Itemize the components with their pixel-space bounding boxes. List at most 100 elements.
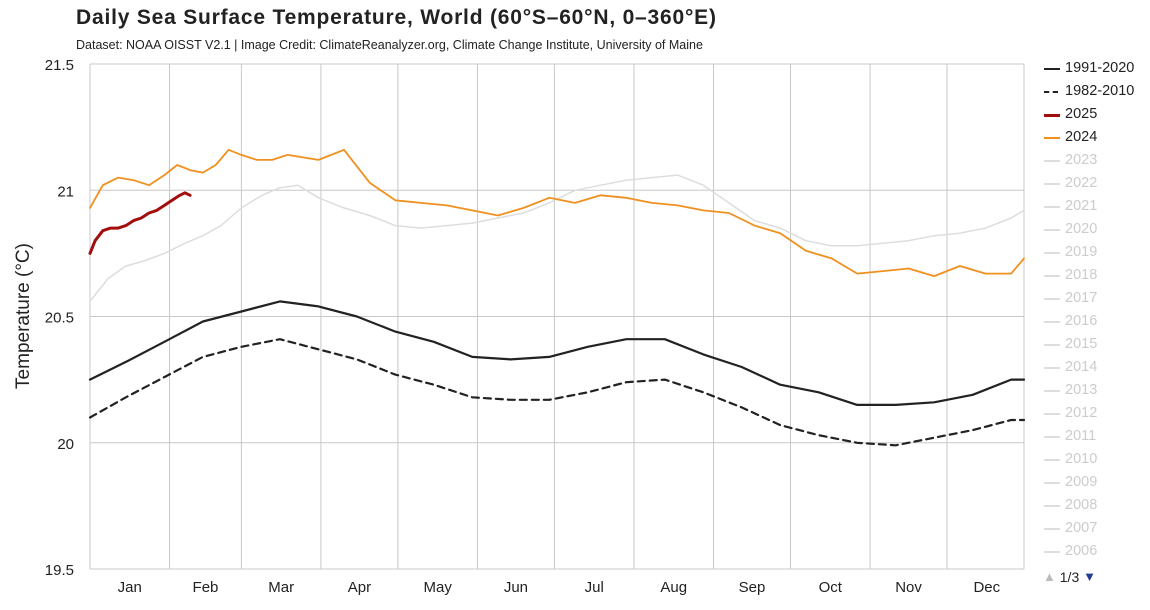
legend-swatch bbox=[1044, 344, 1060, 346]
legend-item-2019[interactable]: 2019 bbox=[1042, 241, 1150, 264]
x-tick-label: Jun bbox=[504, 579, 528, 596]
legend-label: 2016 bbox=[1065, 313, 1098, 329]
legend-item-2022[interactable]: 2022 bbox=[1042, 172, 1150, 195]
legend-label: 2008 bbox=[1065, 497, 1098, 513]
x-tick-label: Oct bbox=[819, 579, 843, 596]
y-tick-label: 21.5 bbox=[45, 57, 74, 74]
legend-label: 1991-2020 bbox=[1065, 60, 1135, 76]
legend-item-2015[interactable]: 2015 bbox=[1042, 333, 1150, 356]
legend-swatch bbox=[1044, 275, 1060, 277]
series-line-1991-2020 bbox=[88, 300, 1026, 406]
x-tick-label: Jul bbox=[585, 579, 604, 596]
legend-swatch bbox=[1044, 390, 1060, 392]
chart-subtitle: Dataset: NOAA OISST V2.1 | Image Credit:… bbox=[76, 38, 703, 52]
legend-label: 2007 bbox=[1065, 520, 1098, 536]
legend-swatch bbox=[1044, 114, 1060, 117]
legend-item-2010[interactable]: 2010 bbox=[1042, 448, 1150, 471]
legend-item-2012[interactable]: 2012 bbox=[1042, 402, 1150, 425]
legend-swatch bbox=[1044, 367, 1060, 369]
legend: 1991-2020 1982-2010 2025 2024 2023 2022 2021 20… bbox=[1042, 57, 1150, 563]
legend-label: 1982-2010 bbox=[1065, 83, 1135, 99]
legend-swatch bbox=[1044, 183, 1060, 185]
legend-label: 2021 bbox=[1065, 198, 1098, 214]
x-tick-label: May bbox=[424, 579, 453, 596]
legend-swatch bbox=[1044, 91, 1058, 93]
legend-swatch bbox=[1044, 68, 1060, 70]
chart-title: Daily Sea Surface Temperature, World (60… bbox=[76, 6, 717, 29]
legend-item-2017[interactable]: 2017 bbox=[1042, 287, 1150, 310]
pager-text: 1/3 bbox=[1059, 569, 1080, 585]
legend-label: 2022 bbox=[1065, 175, 1098, 191]
legend-swatch bbox=[1044, 413, 1060, 415]
legend-label: 2015 bbox=[1065, 336, 1098, 352]
legend-swatch bbox=[1044, 298, 1060, 300]
legend-item-2021[interactable]: 2021 bbox=[1042, 195, 1150, 218]
legend-item-2013[interactable]: 2013 bbox=[1042, 379, 1150, 402]
x-tick-label: Apr bbox=[348, 579, 371, 596]
x-tick-label: Nov bbox=[895, 579, 922, 596]
axis-layer: 19.5 20 20.5 21 21.5 Jan Feb Mar Apr May Jun Jul Aug… bbox=[45, 57, 1001, 596]
x-tick-label: Aug bbox=[660, 579, 687, 596]
legend-swatch bbox=[1044, 551, 1060, 553]
legend-swatch bbox=[1044, 482, 1060, 484]
legend-item-2025[interactable]: 2025 bbox=[1042, 103, 1150, 126]
y-tick-label: 20.5 bbox=[45, 310, 74, 327]
legend-label: 2023 bbox=[1065, 152, 1098, 168]
series-line-2024 bbox=[89, 148, 1025, 277]
legend-item-2023[interactable]: 2023 bbox=[1042, 149, 1150, 172]
series-layer bbox=[88, 148, 1026, 447]
legend-swatch bbox=[1044, 137, 1060, 139]
legend-item-2006[interactable]: 2006 bbox=[1042, 540, 1150, 563]
legend-swatch bbox=[1044, 229, 1060, 231]
legend-item-2009[interactable]: 2009 bbox=[1042, 471, 1150, 494]
legend-item-2016[interactable]: 2016 bbox=[1042, 310, 1150, 333]
series-line-1982-2010 bbox=[88, 338, 1026, 447]
x-tick-label: Feb bbox=[193, 579, 219, 596]
legend-item-2020[interactable]: 2020 bbox=[1042, 218, 1150, 241]
legend-pager: ▲ 1/3 ▼ bbox=[1043, 566, 1096, 588]
legend-label: 2009 bbox=[1065, 474, 1098, 490]
chart-area: 19.5 20 20.5 21 21.5 Jan Feb Mar Apr May Jun Jul Aug… bbox=[13, 57, 1026, 596]
legend-item-2007[interactable]: 2007 bbox=[1042, 517, 1150, 540]
legend-item-2014[interactable]: 2014 bbox=[1042, 356, 1150, 379]
legend-label: 2024 bbox=[1065, 129, 1098, 145]
legend-label: 2019 bbox=[1065, 244, 1098, 260]
legend-swatch bbox=[1044, 160, 1060, 162]
triangle-up-icon[interactable]: ▲ bbox=[1043, 569, 1056, 584]
triangle-down-icon[interactable]: ▼ bbox=[1083, 569, 1096, 584]
legend-swatch bbox=[1044, 321, 1060, 323]
legend-swatch bbox=[1044, 528, 1060, 530]
y-tick-label: 20 bbox=[57, 436, 74, 453]
legend-item-2018[interactable]: 2018 bbox=[1042, 264, 1150, 287]
series-line-2023 bbox=[89, 174, 1025, 303]
legend-swatch bbox=[1044, 459, 1060, 461]
legend-item-2024[interactable]: 2024 bbox=[1042, 126, 1150, 149]
legend-label: 2025 bbox=[1065, 106, 1098, 122]
legend-swatch bbox=[1044, 505, 1060, 507]
legend-item-1991-2020[interactable]: 1991-2020 bbox=[1042, 57, 1150, 80]
y-axis-label: Temperature (°C) bbox=[13, 243, 34, 389]
legend-item-2008[interactable]: 2008 bbox=[1042, 494, 1150, 517]
legend-label: 2013 bbox=[1065, 382, 1098, 398]
legend-swatch bbox=[1044, 436, 1060, 438]
legend-label: 2014 bbox=[1065, 359, 1098, 375]
y-tick-label: 19.5 bbox=[45, 562, 74, 579]
legend-item-1982-2010[interactable]: 1982-2010 bbox=[1042, 80, 1150, 103]
series-line-2025 bbox=[88, 191, 192, 255]
x-tick-label: Sep bbox=[739, 579, 766, 596]
legend-label: 2017 bbox=[1065, 290, 1098, 306]
legend-label: 2011 bbox=[1065, 428, 1097, 444]
legend-label: 2010 bbox=[1065, 451, 1098, 467]
legend-swatch bbox=[1044, 252, 1060, 254]
legend-label: 2012 bbox=[1065, 405, 1098, 421]
legend-label: 2018 bbox=[1065, 267, 1098, 283]
grid-layer bbox=[89, 63, 1025, 570]
x-tick-label: Dec bbox=[973, 579, 1000, 596]
x-tick-label: Mar bbox=[268, 579, 294, 596]
legend-label: 2006 bbox=[1065, 543, 1098, 559]
x-tick-label: Jan bbox=[118, 579, 142, 596]
legend-item-2011[interactable]: 2011 bbox=[1042, 425, 1150, 448]
legend-swatch bbox=[1044, 206, 1060, 208]
y-tick-label: 21 bbox=[57, 183, 74, 200]
legend-label: 2020 bbox=[1065, 221, 1098, 237]
